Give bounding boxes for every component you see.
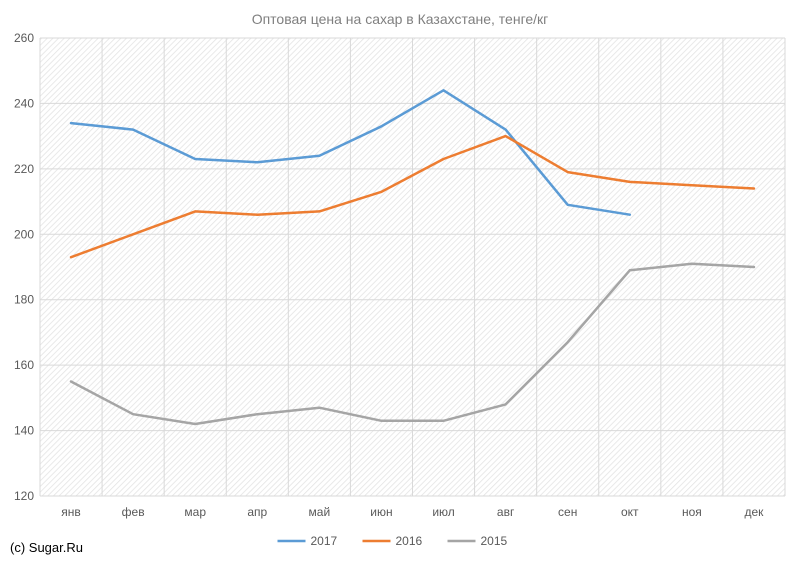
x-tick-label: сен <box>558 505 577 519</box>
x-tick-label: авг <box>497 505 515 519</box>
series-lines <box>69 89 756 426</box>
y-tick-label: 160 <box>14 358 34 372</box>
x-tick-label: дек <box>744 505 764 519</box>
legend: 2017 2016 2015 <box>277 534 508 548</box>
y-tick-label: 260 <box>14 31 34 45</box>
x-tick-label: янв <box>61 505 81 519</box>
x-tick-label: апр <box>247 505 267 519</box>
x-tick-label: фев <box>122 505 145 519</box>
chart-title: Оптовая цена на сахар в Казахстане, тенг… <box>252 11 549 27</box>
x-tick-label: окт <box>621 505 639 519</box>
x-tick-label: ноя <box>682 505 702 519</box>
y-tick-label: 140 <box>14 424 34 438</box>
x-tick-label: мар <box>184 505 206 519</box>
legend-label-2017: 2017 <box>311 534 338 548</box>
y-tick-label: 240 <box>14 96 34 110</box>
axes: 120 140 160 180 200 220 240 260 янв фев мар апр май и… <box>14 31 764 519</box>
x-tick-label: май <box>309 505 331 519</box>
y-tick-label: 120 <box>14 489 34 503</box>
series-line-2016 <box>69 134 756 259</box>
legend-label-2015: 2015 <box>481 534 508 548</box>
legend-label-2016: 2016 <box>396 534 423 548</box>
x-tick-label: июн <box>370 505 392 519</box>
series-line-2015 <box>69 262 756 426</box>
y-tick-label: 220 <box>14 162 34 176</box>
credit-text: (c) Sugar.Ru <box>10 540 83 555</box>
series-line-2017 <box>69 89 632 216</box>
y-tick-label: 180 <box>14 293 34 307</box>
x-tick-label: июл <box>432 505 454 519</box>
y-tick-label: 200 <box>14 227 34 241</box>
